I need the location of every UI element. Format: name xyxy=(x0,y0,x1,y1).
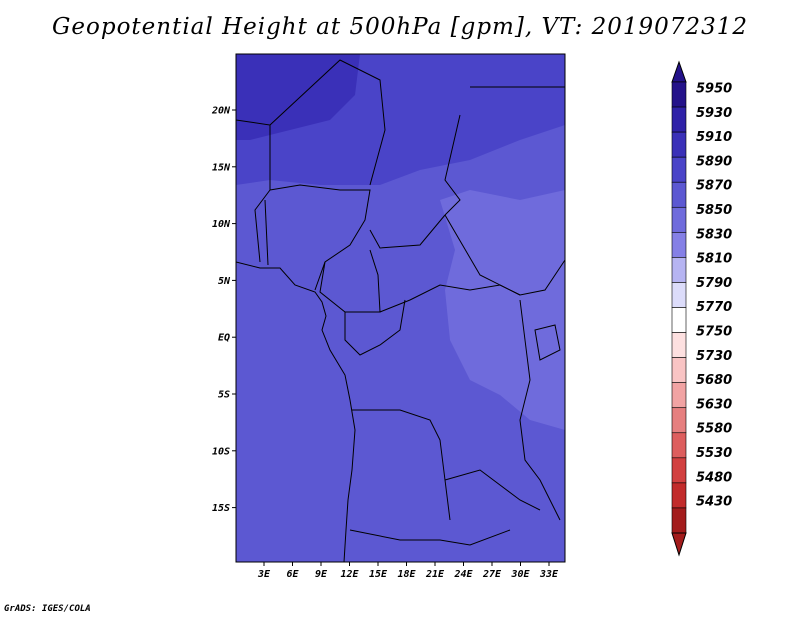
colorbar-label: 5870 xyxy=(696,179,732,194)
colorbar-swatch xyxy=(671,81,687,108)
colorbar-label: 5750 xyxy=(696,325,732,340)
colorbar-label: 5430 xyxy=(696,495,732,510)
colorbar-swatch xyxy=(671,307,687,333)
border-angola-zambia xyxy=(444,469,541,511)
border-benin-togo xyxy=(264,199,269,266)
colorbar-label: 5890 xyxy=(696,154,732,169)
colorbar-label: 5930 xyxy=(696,106,732,121)
lat-tick-label: 20N xyxy=(211,106,231,117)
lat-tick-label: 5S xyxy=(218,390,230,401)
grads-credit: GrADS: IGES/COLA xyxy=(4,604,91,614)
colorbar-swatch xyxy=(671,106,687,133)
border-nigeria xyxy=(269,184,371,291)
lon-tick-label: 18E xyxy=(397,569,416,580)
border-south-sudan xyxy=(444,214,565,296)
lon-tick-label: 15E xyxy=(369,569,388,580)
colorbar-label: 5850 xyxy=(696,203,732,218)
map-fill-layer xyxy=(236,54,565,562)
coastline-west-africa xyxy=(236,261,356,562)
lake-victoria xyxy=(534,324,561,361)
border-zambia-south xyxy=(349,529,511,546)
colorbar-swatch xyxy=(671,282,687,308)
border-chad-sudan xyxy=(444,114,461,216)
colorbar-swatch xyxy=(671,382,687,409)
colorbar-label: 5680 xyxy=(696,373,732,388)
lat-tick-label: 5N xyxy=(218,276,231,287)
colorbar-bottom-arrow xyxy=(671,532,687,557)
lat-tick-label: 15N xyxy=(212,162,231,173)
colorbar-swatch xyxy=(671,206,687,233)
border-east xyxy=(519,299,561,521)
border-congo xyxy=(344,299,406,356)
colorbar-swatch xyxy=(671,507,687,534)
colorbar-swatch xyxy=(671,257,687,283)
border-cameroon xyxy=(319,249,381,313)
colorbar-label: 5480 xyxy=(696,470,732,485)
border-niger-chad xyxy=(269,59,386,186)
lon-tick-label: 24E xyxy=(453,569,473,580)
lon-tick-label: 12E xyxy=(340,569,359,580)
colorbar-label: 5580 xyxy=(696,422,732,437)
height-band-5830 xyxy=(440,190,565,430)
colorbar-swatch xyxy=(671,457,687,484)
lon-tick-label: 3E xyxy=(257,569,271,580)
colorbar-swatch xyxy=(671,482,687,509)
lat-tick-label: 15S xyxy=(212,503,230,514)
height-band-5910-north xyxy=(236,54,360,140)
country-borders xyxy=(236,59,565,562)
lon-tick-label: 21E xyxy=(425,569,445,580)
colorbar-label: 5770 xyxy=(696,300,732,315)
colorbar-swatch xyxy=(671,357,687,383)
colorbar-swatch xyxy=(671,432,687,459)
lon-tick-label: 27E xyxy=(482,569,502,580)
colorbar-swatch xyxy=(671,407,687,434)
lon-tick-label: 9E xyxy=(315,569,328,580)
border-chad-car xyxy=(369,214,446,249)
longitude-axis: 3E 6E 9E 12E 15E 18E 21E 24E 27E 30E 33E xyxy=(257,562,559,580)
border-west-mali xyxy=(236,119,271,263)
colorbar: 5950 5930 5910 5890 5870 5850 5830 5810 5790 5770… xyxy=(671,60,732,557)
lat-tick-label: EQ xyxy=(218,333,230,344)
colorbar-label: 5730 xyxy=(696,349,732,364)
colorbar-label: 5830 xyxy=(696,227,732,242)
latitude-axis: 20N 15N 10N 5N EQ 5S 10S 15S xyxy=(211,106,236,514)
lat-tick-label: 10S xyxy=(212,446,230,457)
colorbar-swatch xyxy=(671,232,687,258)
colorbar-label: 5790 xyxy=(696,276,732,291)
border-drc-angola xyxy=(352,409,451,521)
colorbar-label: 5910 xyxy=(696,130,732,145)
colorbar-label: 5630 xyxy=(696,397,732,412)
lon-tick-label: 33E xyxy=(539,569,559,580)
colorbar-swatch xyxy=(671,131,687,158)
colorbar-label: 5530 xyxy=(696,446,732,461)
chart-title: Geopotential Height at 500hPa [gpm], VT:… xyxy=(52,14,748,40)
colorbar-swatch xyxy=(671,156,687,183)
colorbar-swatch xyxy=(671,332,687,358)
colorbar-swatch xyxy=(671,181,687,208)
colorbar-top-arrow xyxy=(671,60,687,83)
colorbar-label: 5950 xyxy=(696,82,732,97)
colorbar-label: 5810 xyxy=(696,252,732,267)
lon-tick-label: 6E xyxy=(286,569,299,580)
lat-tick-label: 10N xyxy=(212,219,231,230)
lon-tick-label: 30E xyxy=(510,569,530,580)
map-frame xyxy=(235,53,566,563)
